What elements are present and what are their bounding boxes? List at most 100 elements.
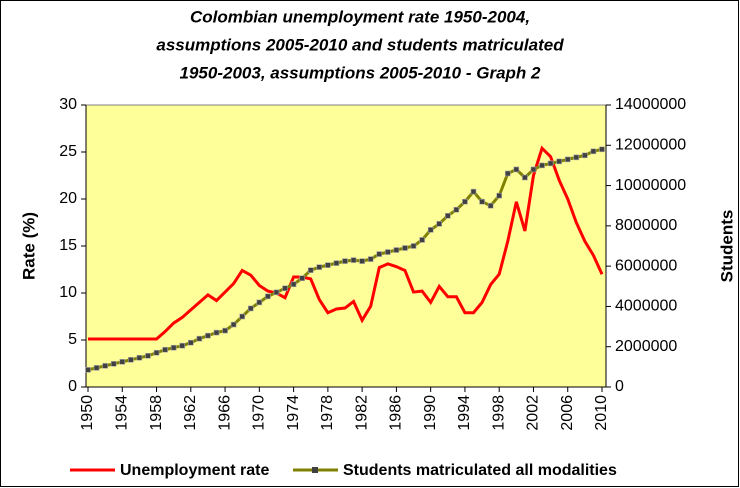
- y2-tick-label: 10000000: [615, 177, 686, 194]
- marker: [590, 148, 597, 155]
- marker: [282, 285, 288, 292]
- y-tick-label: 15: [59, 237, 77, 254]
- marker: [453, 206, 460, 213]
- y-tick-label: 0: [68, 378, 77, 395]
- marker: [427, 227, 434, 233]
- marker: [290, 281, 297, 288]
- y-axis-label: Rate (%): [19, 212, 38, 280]
- marker: [487, 202, 494, 209]
- x-tick-label: 1998: [490, 395, 507, 431]
- marker: [128, 357, 134, 363]
- marker: [179, 342, 186, 349]
- marker: [419, 237, 425, 243]
- marker: [564, 156, 571, 163]
- marker: [325, 262, 331, 268]
- chart-title: Colombian unemployment rate 1950-2004,: [190, 7, 530, 26]
- marker: [367, 256, 374, 262]
- marker: [102, 363, 108, 369]
- marker: [402, 245, 408, 251]
- chart-title: assumptions 2005-2010 and students matri…: [156, 35, 564, 54]
- marker: [444, 212, 451, 219]
- x-tick-label: 1986: [388, 395, 405, 431]
- marker: [188, 339, 194, 346]
- x-tick-label: 1982: [353, 395, 370, 431]
- marker: [573, 154, 580, 161]
- x-tick-label: 2006: [559, 395, 576, 431]
- x-tick-label: 1974: [285, 395, 302, 431]
- marker: [85, 367, 91, 373]
- marker: [196, 335, 203, 342]
- marker: [479, 198, 485, 205]
- marker: [299, 275, 305, 282]
- marker: [582, 152, 588, 159]
- marker: [496, 192, 503, 199]
- y2-tick-label: 14000000: [615, 96, 686, 113]
- marker: [93, 365, 100, 371]
- marker: [385, 249, 391, 255]
- marker: [342, 258, 348, 264]
- marker: [436, 221, 443, 227]
- x-tick-label: 2010: [593, 395, 610, 431]
- y2-axis-label: Students: [717, 210, 736, 283]
- legend-label: Students matriculated all modalities: [343, 462, 617, 479]
- marker: [599, 146, 605, 153]
- x-tick-label: 2002: [525, 395, 542, 431]
- marker: [470, 188, 477, 195]
- x-tick-label: 1950: [79, 395, 96, 431]
- x-tick-label: 1954: [113, 395, 130, 431]
- chart-title: 1950-2003, assumptions 2005-2010 - Graph…: [180, 63, 542, 82]
- marker: [119, 359, 126, 365]
- marker: [316, 264, 323, 270]
- x-tick-label: 1990: [422, 395, 439, 431]
- legend-marker: [312, 467, 318, 473]
- marker: [513, 166, 520, 173]
- x-tick-label: 1966: [216, 395, 233, 431]
- y-tick-label: 30: [59, 96, 77, 113]
- x-tick-label: 1994: [456, 395, 473, 431]
- marker: [145, 352, 151, 359]
- plot-area: [85, 104, 607, 388]
- y2-tick-label: 12000000: [615, 137, 686, 154]
- marker: [265, 293, 271, 300]
- marker: [153, 349, 160, 356]
- marker: [539, 162, 545, 169]
- y-tick-label: 25: [59, 143, 77, 160]
- x-tick-label: 1958: [148, 395, 165, 431]
- marker: [359, 258, 365, 264]
- marker: [522, 174, 528, 181]
- marker: [556, 158, 562, 165]
- marker: [162, 346, 168, 353]
- marker: [110, 361, 117, 367]
- marker: [410, 243, 417, 249]
- marker: [393, 247, 400, 253]
- marker: [462, 198, 468, 205]
- y2-tick-label: 2000000: [615, 338, 677, 355]
- marker: [256, 299, 263, 306]
- x-tick-label: 1962: [182, 395, 199, 431]
- y-tick-label: 20: [59, 190, 77, 207]
- legend-label: Unemployment rate: [120, 462, 269, 479]
- marker: [376, 251, 383, 257]
- x-tick-label: 1970: [251, 395, 268, 431]
- marker: [307, 267, 314, 273]
- line: [88, 145, 604, 341]
- marker: [273, 289, 280, 296]
- y-tick-label: 10: [59, 284, 77, 301]
- marker: [239, 313, 245, 320]
- marker: [205, 332, 211, 339]
- marker: [230, 321, 237, 328]
- y2-tick-label: 8000000: [615, 217, 677, 234]
- y-tick-label: 5: [68, 331, 77, 348]
- y2-tick-label: 0: [615, 378, 624, 395]
- x-tick-label: 1978: [319, 395, 336, 431]
- marker: [530, 166, 537, 173]
- y2-tick-label: 4000000: [615, 298, 677, 315]
- marker: [213, 329, 220, 336]
- marker: [504, 170, 511, 177]
- marker: [170, 344, 177, 351]
- marker: [350, 257, 357, 263]
- marker: [222, 327, 228, 334]
- marker: [247, 305, 254, 312]
- marker: [333, 260, 340, 266]
